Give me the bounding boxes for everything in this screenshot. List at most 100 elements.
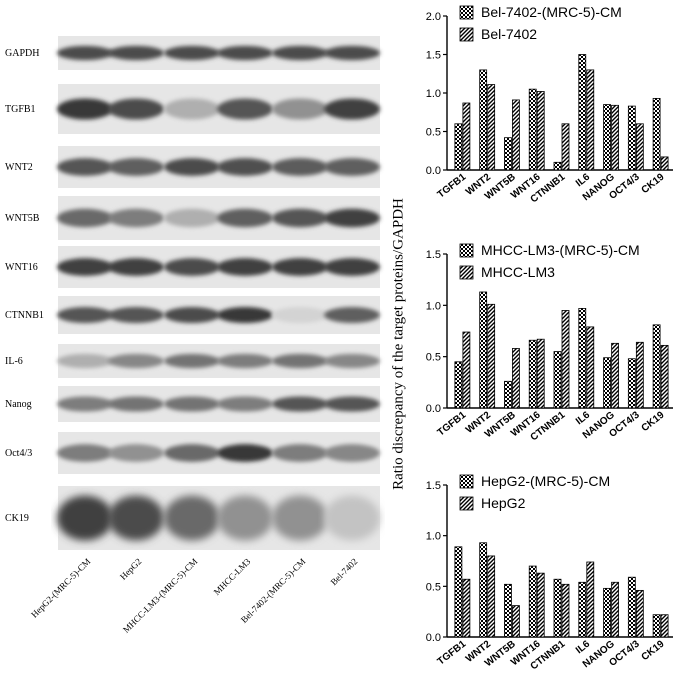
bar-control — [536, 572, 545, 638]
blot-protein-label: Nanog — [5, 399, 32, 410]
blot-band — [164, 444, 220, 462]
blot-band — [217, 45, 273, 61]
legend-swatch — [459, 243, 474, 258]
legend-swatch — [459, 496, 474, 511]
blot-band — [164, 98, 220, 120]
bar-cm — [553, 351, 562, 409]
blot-band — [164, 307, 220, 323]
blot-band — [272, 495, 328, 541]
y-tick-label: 0.5 — [426, 352, 441, 364]
bar-cm — [578, 308, 587, 409]
y-tick-label: 0.5 — [426, 127, 441, 139]
bar-control — [635, 341, 644, 409]
blot-protein-label: GAPDH — [5, 48, 39, 59]
bar-cm — [603, 104, 611, 171]
blot-band — [108, 353, 164, 369]
bar-control — [512, 605, 520, 638]
blot-row-1: TGFB1 — [5, 84, 380, 134]
bar-control — [487, 555, 496, 638]
y-tick-label: 1.5 — [426, 50, 441, 62]
x-tick-label: CK19 — [640, 638, 667, 663]
blot-band — [272, 444, 328, 462]
blot-band — [324, 258, 380, 276]
blot-band — [324, 45, 380, 61]
bar-cm — [627, 576, 636, 638]
bar-cm — [578, 54, 587, 171]
blot-band — [272, 353, 328, 369]
bar-cm — [652, 324, 661, 409]
bar-control — [462, 102, 471, 171]
bar-control — [660, 344, 669, 409]
blot-band — [217, 495, 273, 541]
blot-band — [272, 158, 328, 176]
bar-control — [586, 69, 595, 171]
bar-control — [611, 342, 619, 409]
legend-label: HepG2 — [481, 495, 526, 511]
blot-band — [324, 307, 380, 323]
blot-band — [272, 208, 328, 228]
legend-label: Bel-7402-(MRC-5)-CM — [481, 4, 622, 20]
blot-row-3: WNT5B — [5, 196, 380, 240]
bar-cm — [479, 69, 488, 171]
blot-band — [324, 98, 380, 120]
legend-label: HepG2-(MRC-5)-CM — [481, 473, 610, 489]
blot-band — [217, 396, 273, 412]
blot-band — [57, 495, 113, 541]
blot-band — [108, 258, 164, 276]
blot-band — [57, 158, 113, 176]
blot-protein-label: TGFB1 — [5, 104, 36, 115]
bar-cm — [454, 123, 463, 171]
bar-control — [611, 581, 619, 638]
y-tick-label: 2.0 — [426, 11, 441, 23]
bar-control — [635, 123, 644, 171]
blot-band — [272, 45, 328, 61]
blot-band — [57, 307, 113, 323]
bar-charts-panel: 0.0 0.5 1.0 1.5 2.0 TGFB1 WNT2 WNT5B WNT16 CTNNB1… — [385, 0, 683, 692]
blot-band — [108, 396, 164, 412]
blot-band — [164, 396, 220, 412]
blot-lane-label: HepG2 — [118, 556, 143, 581]
bar-cm — [627, 105, 636, 171]
blot-band — [217, 307, 273, 323]
blot-band — [57, 208, 113, 228]
bar-cm — [603, 357, 611, 409]
bar-cm — [603, 587, 611, 638]
bar-cm — [479, 291, 488, 409]
western-blot-panel: GAPDH TGFB1 WNT2 WNT5B WNT16 CTNNB1 IL-6 Nanog O… — [5, 36, 380, 635]
blot-row-8: Oct4/3 — [5, 432, 380, 474]
legend-label: Bel-7402 — [481, 26, 537, 42]
blot-band — [108, 158, 164, 176]
bar-cm — [504, 380, 512, 409]
bar-control — [561, 123, 570, 171]
bar-cm — [454, 546, 463, 638]
x-tick-label: CK19 — [640, 409, 667, 434]
blot-band — [57, 258, 113, 276]
bar-cm — [553, 161, 562, 171]
y-tick-label: 0.0 — [426, 632, 441, 644]
blot-row-2: WNT2 — [5, 146, 380, 188]
bar-cm — [454, 361, 463, 409]
blot-band — [324, 444, 380, 462]
bar-control — [586, 561, 595, 638]
blot-lane-label: Bel-7402 — [329, 556, 360, 587]
blot-protein-label: CTNNB1 — [5, 310, 44, 321]
blot-band — [324, 208, 380, 228]
blot-protein-label: WNT16 — [5, 262, 38, 273]
bar-chart-0: 0.00.51.01.52.0TGFB1WNT2WNT5BWNT16CTNNB1… — [426, 4, 673, 205]
legend-label: MHCC-LM3-(MRC-5)-CM — [481, 242, 640, 258]
blot-row-5: CTNNB1 — [5, 296, 380, 334]
blot-row-4: WNT16 — [5, 246, 380, 288]
blot-band — [108, 444, 164, 462]
bar-control — [487, 303, 496, 409]
y-tick-label: 1.5 — [426, 480, 441, 492]
bar-charts: 0.00.51.01.52.0TGFB1WNT2WNT5BWNT16CTNNB1… — [426, 4, 673, 672]
bar-control — [561, 583, 570, 638]
blot-lane-label: MHCC-LM3 — [212, 556, 253, 597]
bar-cm — [504, 137, 512, 171]
bar-control — [611, 104, 619, 171]
bar-control — [462, 578, 471, 638]
western-blot-image: GAPDH TGFB1 WNT2 WNT5B WNT16 CTNNB1 IL-6 Nanog O… — [5, 36, 380, 635]
blot-band — [57, 45, 113, 61]
